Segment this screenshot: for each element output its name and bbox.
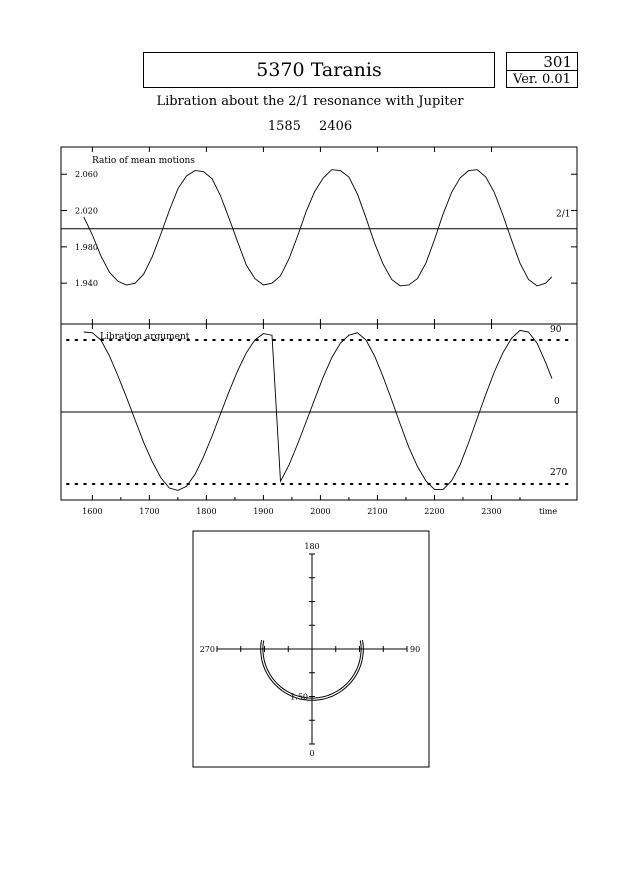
catalog-number: 301 — [507, 53, 577, 71]
catalog-box: 301 Ver. 0.01 — [506, 52, 578, 88]
time-tick-label: 1700 — [139, 507, 159, 516]
time-tick-label: 2300 — [481, 507, 501, 516]
time-tick-label: 1600 — [82, 507, 102, 516]
reference-270-label: 270 — [550, 468, 567, 478]
ratio-y-tick-label: 2.060 — [75, 170, 98, 179]
time-tick-label: 2000 — [310, 507, 330, 516]
time-tick-label: 1900 — [253, 507, 273, 516]
polar-label-270: 270 — [200, 645, 215, 654]
version-label: Ver. 0.01 — [513, 72, 571, 87]
polar-trajectory-arc — [260, 640, 364, 701]
resonance-label: 2/1 — [556, 210, 570, 220]
ratio-panel: Ratio of mean motions 2/1 2.060 2.020 1.980 1… — [60, 146, 578, 325]
time-tick-label: 1800 — [196, 507, 216, 516]
argument-panel-title: Libration argument — [100, 332, 190, 342]
polar-label-0: 0 — [309, 749, 314, 758]
polar-panel: 180 0 90 270 1.50 — [192, 530, 430, 768]
date-range: 1585 2406 — [267, 119, 353, 134]
asteroid-title: 5370 Taranis — [256, 59, 382, 81]
time-axis-label: time — [539, 507, 557, 516]
time-tick-label: 2200 — [424, 507, 444, 516]
title-box: 5370 Taranis — [143, 52, 495, 88]
ratio-y-tick-label: 1.980 — [75, 243, 98, 252]
polar-label-180: 180 — [304, 542, 319, 551]
argument-series-line — [83, 329, 553, 491]
ratio-panel-title: Ratio of mean motions — [92, 156, 195, 166]
ratio-y-tick-label: 2.020 — [75, 207, 98, 216]
reference-90-label: 90 — [550, 325, 562, 335]
reference-0-label: 0 — [554, 397, 560, 407]
polar-radius-label: 1.50 — [290, 693, 308, 702]
chart-subtitle: Libration about the 2/1 resonance with J… — [156, 94, 464, 109]
argument-panel: Libration argument 90 0 270 1600 1700 1800 1900… — [60, 319, 578, 516]
ratio-series-line — [83, 169, 553, 287]
polar-trajectory-arc — [262, 640, 362, 699]
polar-plot-frame — [192, 530, 430, 768]
polar-label-90: 90 — [410, 645, 420, 654]
ratio-plot-frame — [60, 146, 578, 325]
time-tick-label: 2100 — [367, 507, 387, 516]
ratio-y-tick-label: 1.940 — [75, 279, 98, 288]
